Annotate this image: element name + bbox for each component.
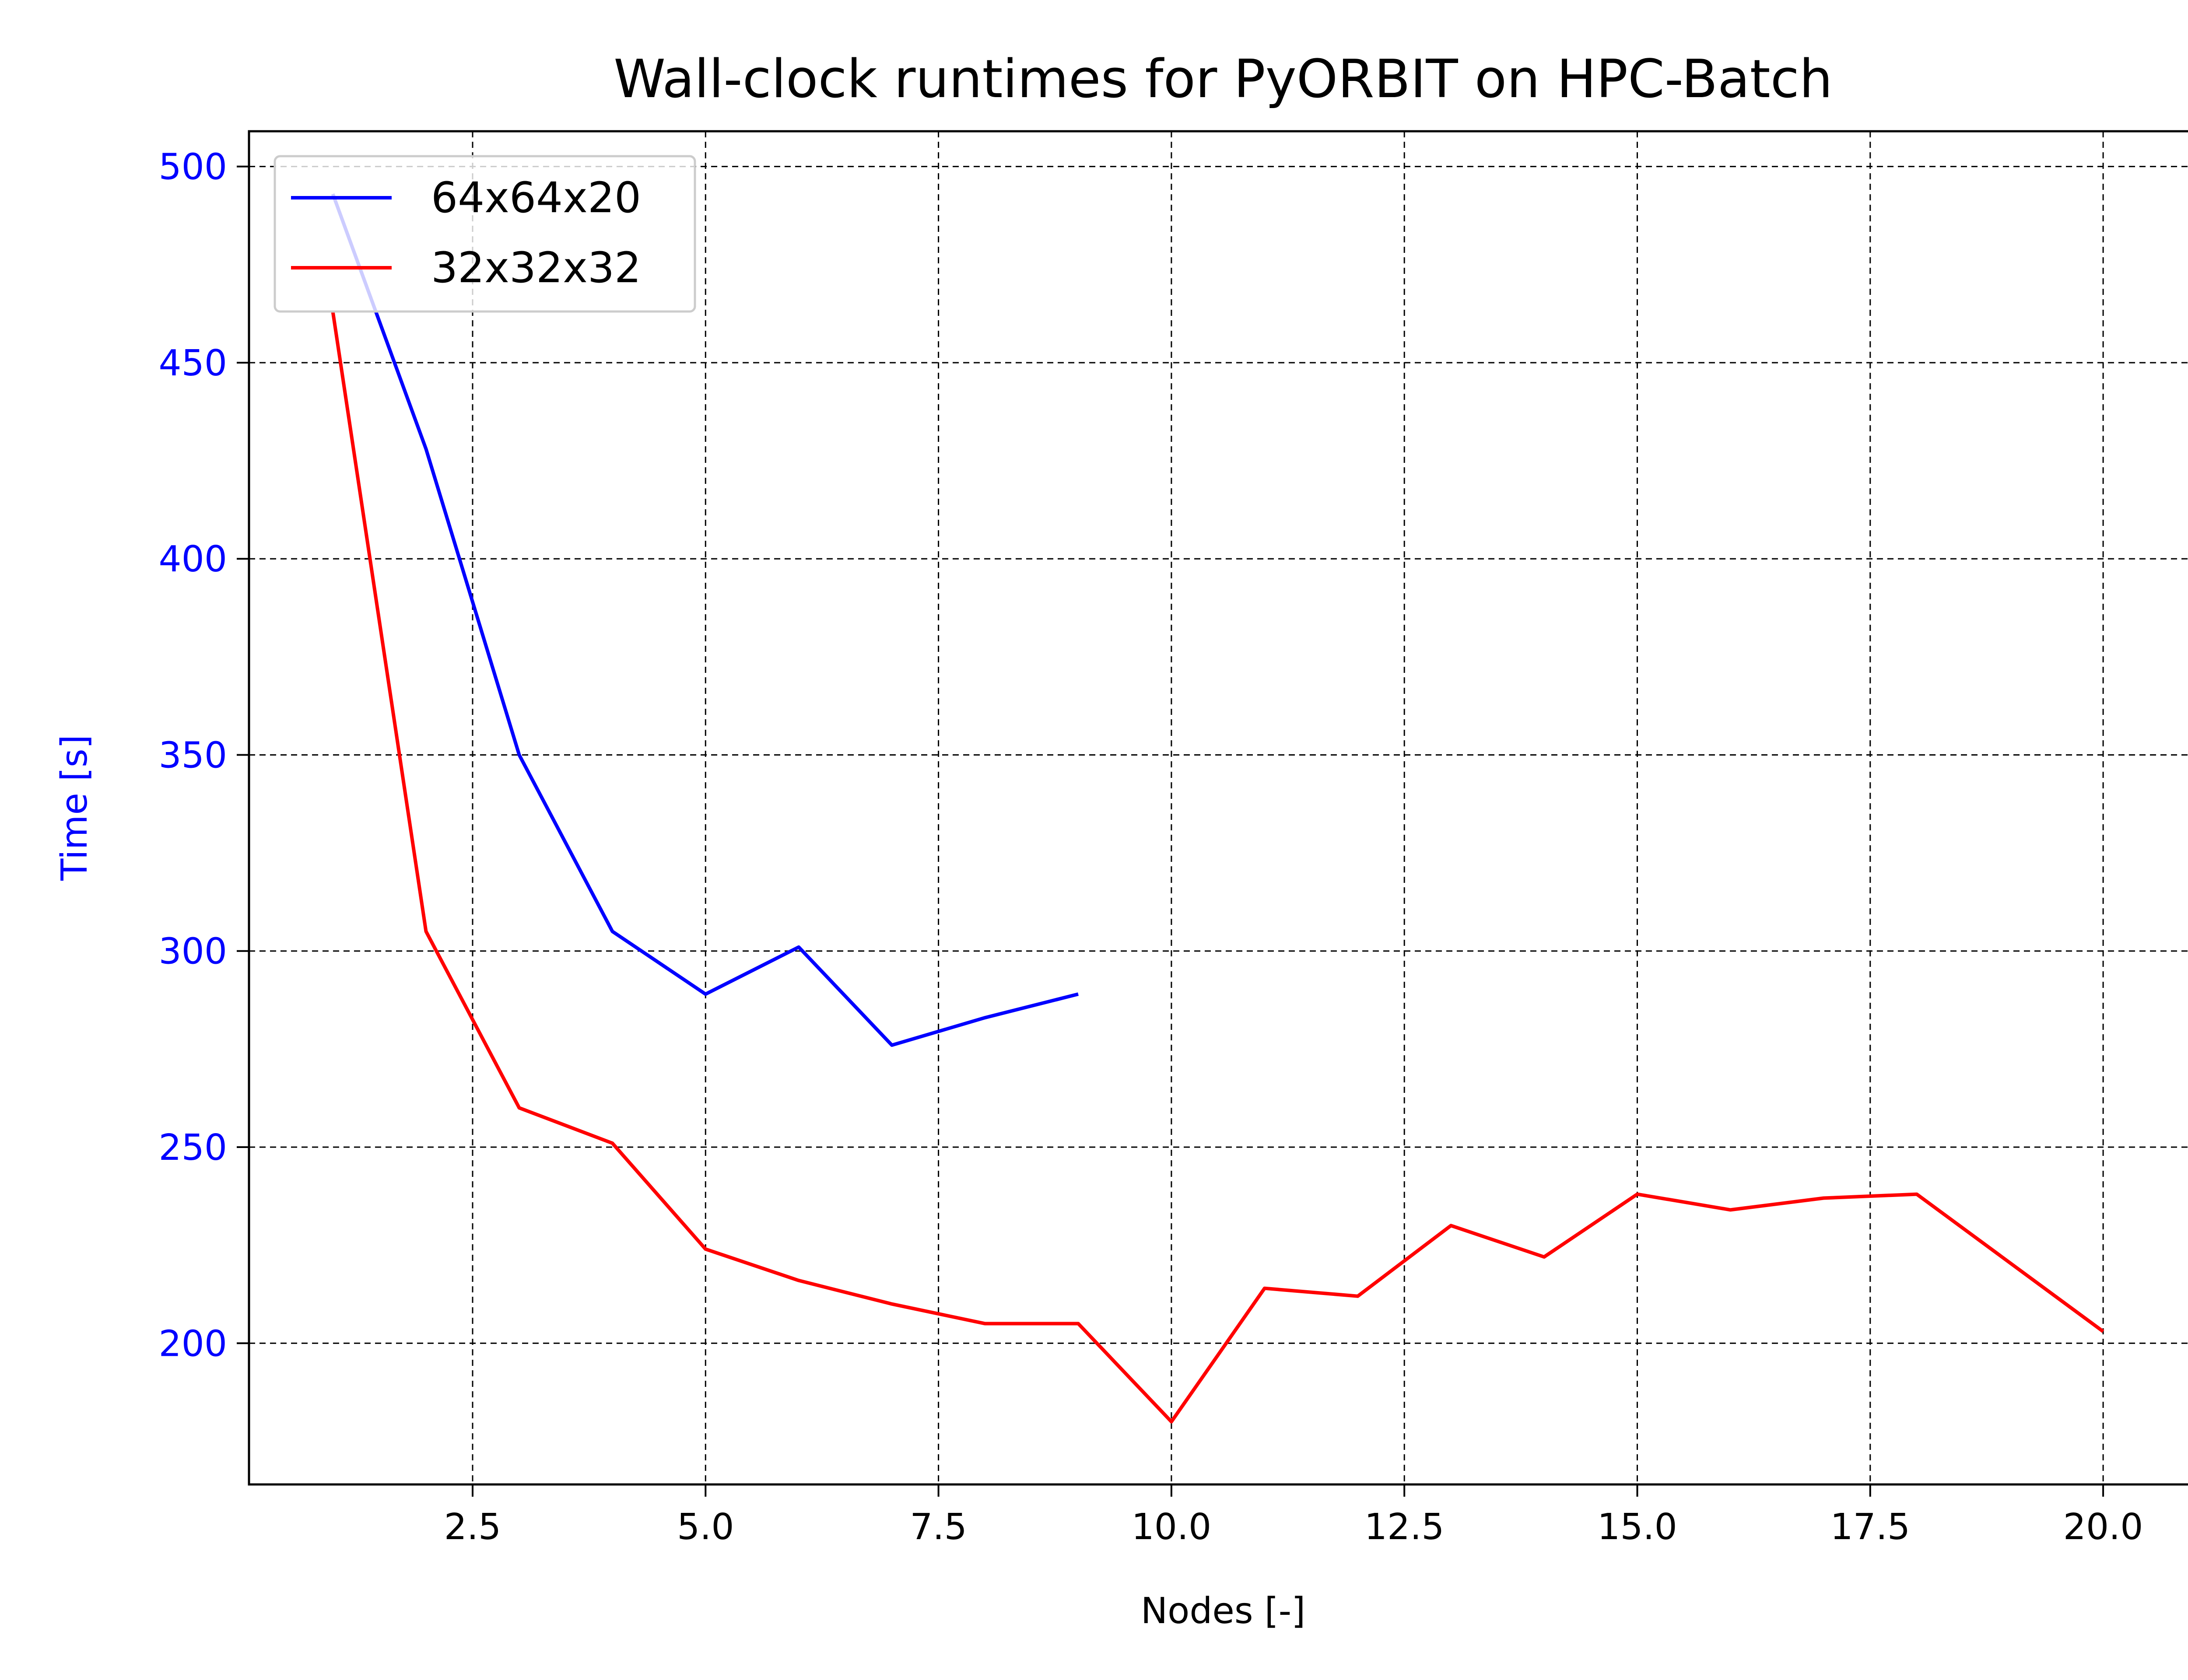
y-axis-title: Time [s] (54, 735, 95, 881)
y-tick-label: 400 (158, 539, 227, 580)
y-tick-label: 300 (158, 931, 227, 973)
x-tick-label: 10.0 (1132, 1506, 1212, 1548)
series-lines (331, 193, 2104, 1424)
plot-frame (248, 130, 2188, 1486)
y-tick-label: 350 (158, 735, 227, 776)
grid-lines (249, 131, 2188, 1484)
legend-box (274, 155, 696, 313)
series-line-32x32x32 (331, 311, 2104, 1424)
x-tick-label: 12.5 (1364, 1506, 1445, 1548)
x-tick-label: 17.5 (1830, 1506, 1910, 1548)
x-tick-label: 5.0 (677, 1506, 734, 1548)
y-tick-label: 500 (158, 147, 227, 188)
x-tick-label: 7.5 (910, 1506, 967, 1548)
x-axis-title: Nodes [-] (1141, 1590, 1305, 1632)
series-line-64x64x20 (331, 193, 1079, 1047)
legend-label-32x32x32: 32x32x32 (431, 243, 641, 292)
y-tick-label: 450 (158, 343, 227, 384)
x-tick-label: 20.0 (2063, 1506, 2143, 1548)
legend: 64x64x20 32x32x32 (274, 155, 696, 313)
y-tick-label: 250 (158, 1127, 227, 1169)
chart-title: Wall-clock runtimes for PyORBIT on HPC-B… (614, 49, 1833, 110)
legend-label-64x64x20: 64x64x20 (431, 173, 641, 222)
axis-ticks: 2.5 5.0 7.5 10.0 12.5 15.0 17.5 20.0 200 250 300 35… (158, 147, 2143, 1548)
y-tick-label: 200 (158, 1323, 227, 1365)
x-tick-label: 15.0 (1597, 1506, 1677, 1548)
x-tick-label: 2.5 (444, 1506, 501, 1548)
